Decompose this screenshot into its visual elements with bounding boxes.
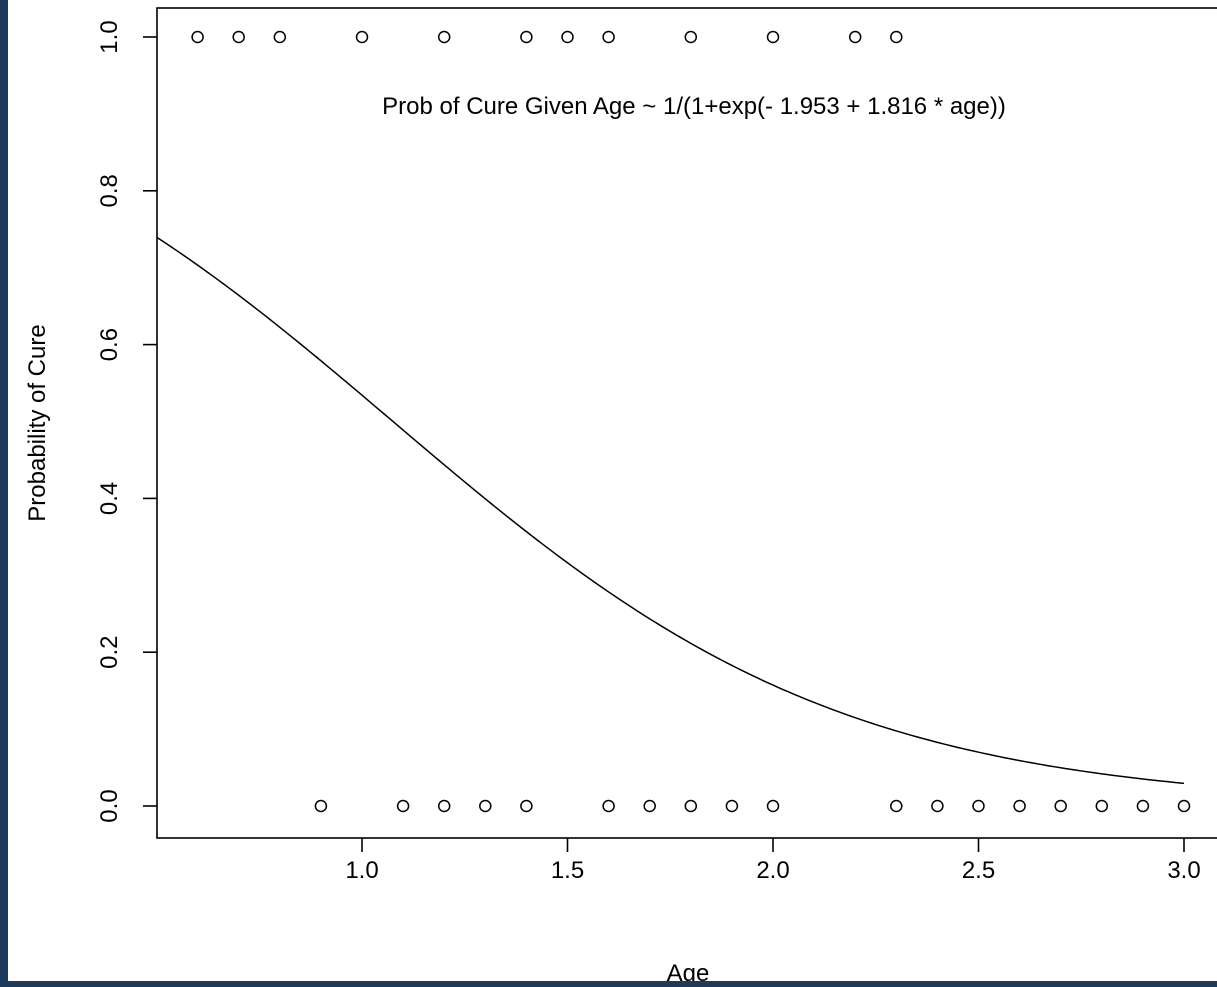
data-point [437,799,451,813]
x-axis-label: Age [667,960,710,981]
data-point [890,30,903,44]
data-point [890,799,903,813]
data-point [931,799,944,813]
logistic-regression-chart: 1.0 1.5 2.0 2.5 3.0 0.0 0.2 0.4 0.6 0.8 1.0 Prob o… [24,7,1217,981]
fitted-logistic-curve [156,236,1185,785]
x-tick-label: 1.0 [345,857,378,884]
data-point [561,30,574,44]
data-points [191,30,1191,813]
data-point [848,30,862,44]
data-point [232,30,245,44]
axes: 1.0 1.5 2.0 2.5 3.0 0.0 0.2 0.4 0.6 0.8 1.0 [96,7,1217,884]
x-tick-label: 3.0 [1167,857,1200,884]
data-point [314,799,328,813]
data-point [643,799,656,813]
data-point [437,30,451,44]
data-point [479,799,492,813]
data-point [396,799,410,813]
model-formula-annotation: Prob of Cure Given Age ~ 1/(1+exp(- 1.95… [382,93,1006,120]
data-point [766,799,780,813]
y-tick-label: 1.0 [96,20,123,53]
data-point [355,30,369,44]
y-axis-label: Probability of Cure [24,324,51,521]
data-point [602,30,615,44]
data-point [1013,799,1026,813]
x-tick-label: 1.5 [551,857,584,884]
y-tick-label: 0.2 [96,636,123,669]
x-tick-label: 2.0 [756,857,789,884]
plot-border [156,7,1217,839]
data-point [725,799,739,813]
data-point [684,30,698,44]
fitted-curve-layer [156,236,1185,785]
y-tick-label: 0.4 [96,482,123,515]
y-tick-label: 0.0 [96,789,123,822]
chart-frame: 1.0 1.5 2.0 2.5 3.0 0.0 0.2 0.4 0.6 0.8 1.0 Prob o… [8,0,1217,981]
data-point [602,799,615,813]
data-point [1054,799,1067,813]
data-point [684,799,698,813]
data-point [273,30,287,44]
y-tick-label: 0.8 [96,174,123,207]
data-point [1095,799,1109,813]
data-point [1177,799,1191,813]
x-tick-label: 2.5 [962,857,995,884]
data-point [520,30,533,44]
y-tick-label: 0.6 [96,328,123,361]
data-point [191,30,204,44]
data-point [1136,799,1150,813]
data-point [972,799,985,813]
data-point [766,30,780,44]
data-point [520,799,533,813]
